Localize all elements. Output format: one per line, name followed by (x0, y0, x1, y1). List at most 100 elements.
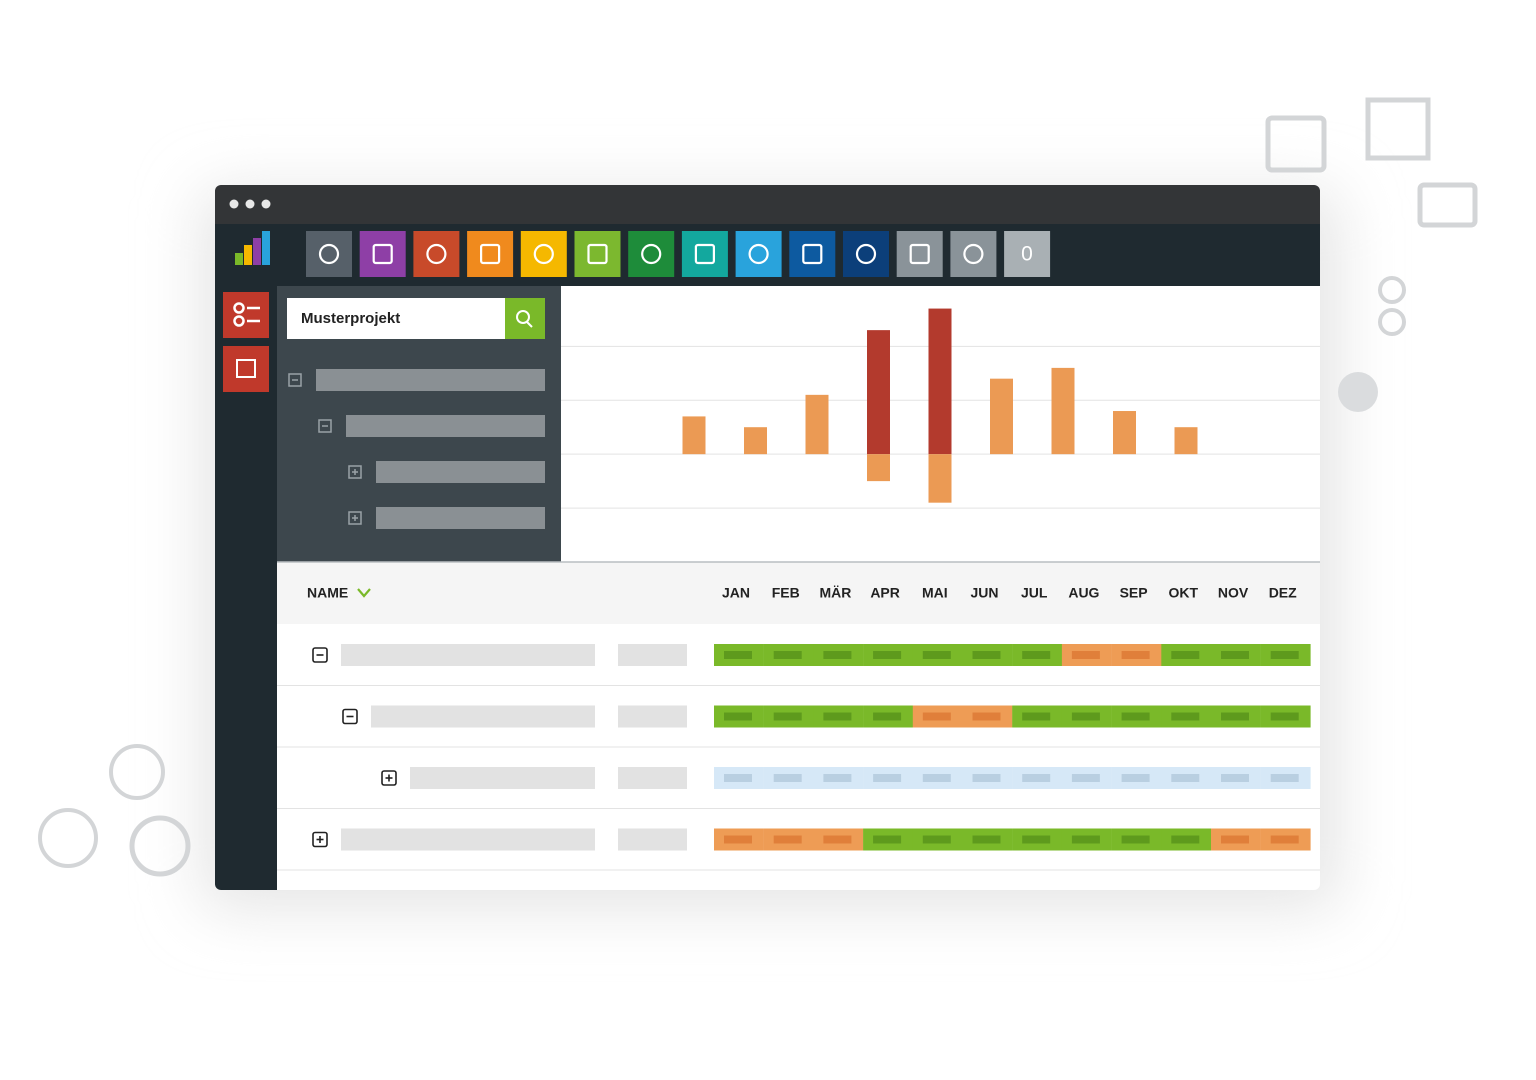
sidebar-button[interactable] (223, 292, 269, 338)
row-toggle[interactable] (342, 708, 358, 725)
bar (1113, 411, 1136, 455)
bar (1174, 427, 1198, 455)
timeline-mark (922, 835, 951, 844)
sidebar-icon (233, 302, 260, 327)
timeline-mark (922, 774, 951, 782)
timeline-mark (823, 774, 852, 782)
month-label: FEB (772, 585, 800, 601)
timeline-mark (1022, 712, 1051, 721)
window-dots (229, 199, 271, 209)
timeline-mark (823, 712, 852, 721)
timeline-mark (1071, 651, 1100, 659)
row-toggle[interactable] (312, 831, 328, 848)
timeline-mark (1121, 774, 1150, 782)
bar (1051, 367, 1075, 455)
search-icon (516, 310, 533, 328)
tree (288, 369, 545, 529)
month-label: JUL (1021, 585, 1048, 601)
nav-icon (694, 243, 716, 265)
nav-tile[interactable] (896, 231, 943, 277)
tree-toggle[interactable] (348, 511, 362, 525)
nav-icon (587, 243, 608, 265)
timeline-mark (1221, 774, 1249, 782)
timeline-mark (1121, 835, 1150, 844)
timeline-mark (1221, 835, 1249, 844)
tree-toggle[interactable] (288, 373, 302, 387)
month-label: APR (870, 585, 900, 601)
sort-icon[interactable] (357, 588, 371, 598)
bar (928, 308, 952, 455)
timeline-mark (1270, 651, 1299, 659)
month-label: AUG (1068, 585, 1099, 601)
nav-tile[interactable] (950, 231, 997, 277)
chart (561, 308, 1320, 509)
nav-tile[interactable] (574, 231, 621, 277)
search-text: Musterprojekt (301, 310, 400, 327)
nav-tile[interactable] (413, 231, 460, 277)
sidebar-button[interactable] (223, 346, 269, 392)
timeline-mark (1270, 774, 1299, 782)
tree-item (376, 461, 545, 483)
nav-icon (426, 243, 447, 265)
row-value (618, 644, 687, 666)
bar (744, 427, 767, 455)
timeline-mark (823, 651, 852, 659)
nav-tile[interactable] (520, 231, 567, 277)
row-name (341, 644, 595, 666)
timeline-mark (773, 651, 802, 659)
nav-icon (533, 243, 554, 265)
nav-tile[interactable] (843, 231, 889, 277)
nav-icon (641, 243, 662, 265)
month-label: DEZ (1269, 585, 1297, 601)
row-value (618, 767, 687, 789)
nav-icon (748, 243, 769, 265)
timeline-mark (1171, 774, 1200, 782)
nav-tile[interactable] (628, 231, 675, 277)
name-header: NAME (307, 585, 348, 601)
month-label: NOV (1218, 585, 1249, 601)
nav-tile[interactable] (306, 231, 352, 277)
nav-tile[interactable] (359, 231, 406, 277)
row-toggle[interactable] (381, 770, 397, 786)
tree-item (316, 369, 545, 391)
search-button[interactable] (505, 298, 545, 339)
nav-badge: 0 (1021, 243, 1033, 266)
nav-tile[interactable] (467, 231, 514, 277)
tree-toggle[interactable] (318, 419, 332, 433)
search-input[interactable] (287, 298, 505, 339)
timeline-mark (1022, 651, 1051, 659)
bar (928, 454, 952, 503)
bar (805, 394, 829, 455)
timeline-mark (972, 774, 1001, 782)
timeline-mark (724, 774, 752, 782)
nav-tile[interactable] (735, 231, 782, 277)
nav-tile[interactable] (681, 231, 728, 277)
row-value (618, 705, 687, 728)
nav-tile[interactable] (789, 231, 836, 277)
month-label: JUN (970, 585, 998, 601)
tree-toggle[interactable] (348, 465, 362, 479)
title-bar (215, 185, 1320, 224)
timeline-mark (1071, 835, 1100, 844)
nav-tile[interactable] (1004, 231, 1051, 277)
bar (867, 330, 890, 455)
timeline-mark (724, 835, 752, 844)
nav-tiles (306, 231, 1051, 277)
timeline-mark (823, 835, 852, 844)
bar (990, 378, 1013, 455)
logo (235, 231, 270, 265)
bar (867, 454, 890, 482)
background-icons (38, 97, 1478, 877)
timeline-mark (1022, 835, 1051, 844)
timeline-mark (1221, 712, 1249, 721)
timeline-mark (1121, 651, 1150, 659)
row-toggle[interactable] (312, 647, 328, 663)
nav-icon (855, 243, 877, 265)
timeline-mark (1270, 835, 1299, 844)
timeline-mark (1071, 774, 1100, 782)
bar (682, 416, 706, 455)
timeline-mark (773, 835, 802, 844)
timeline-mark (1171, 651, 1200, 659)
nav-icon (318, 243, 340, 265)
